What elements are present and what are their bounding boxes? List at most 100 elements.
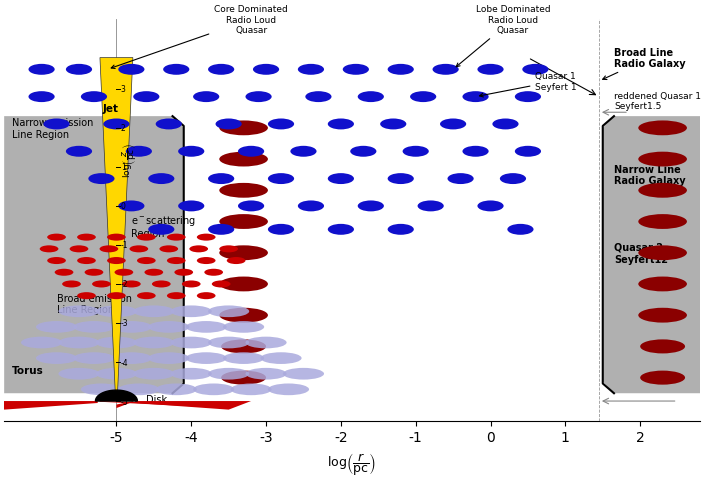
Ellipse shape [230, 384, 271, 396]
Ellipse shape [219, 277, 268, 292]
Ellipse shape [122, 281, 141, 288]
Ellipse shape [193, 92, 219, 103]
Ellipse shape [283, 368, 324, 380]
Ellipse shape [219, 152, 268, 167]
Ellipse shape [170, 368, 212, 380]
Ellipse shape [380, 119, 406, 130]
Ellipse shape [178, 201, 204, 212]
Ellipse shape [388, 65, 414, 76]
Text: Quasar 1
Seyfert 1: Quasar 1 Seyfert 1 [479, 72, 577, 98]
Ellipse shape [219, 121, 268, 136]
Ellipse shape [477, 65, 504, 76]
Ellipse shape [92, 281, 110, 288]
Ellipse shape [640, 340, 685, 354]
Ellipse shape [388, 174, 414, 185]
Ellipse shape [58, 306, 100, 317]
Ellipse shape [515, 92, 541, 103]
Ellipse shape [152, 281, 170, 288]
Ellipse shape [432, 65, 458, 76]
Text: Broad emission
Line Region: Broad emission Line Region [56, 293, 131, 314]
Ellipse shape [440, 119, 466, 130]
Ellipse shape [137, 234, 156, 241]
Ellipse shape [96, 306, 137, 317]
Ellipse shape [170, 337, 212, 348]
Ellipse shape [40, 246, 58, 253]
Ellipse shape [115, 269, 134, 276]
Ellipse shape [219, 308, 268, 323]
Ellipse shape [208, 174, 234, 185]
Ellipse shape [134, 337, 175, 348]
Ellipse shape [245, 368, 287, 380]
Ellipse shape [182, 281, 201, 288]
Ellipse shape [638, 152, 687, 167]
Ellipse shape [129, 246, 148, 253]
Ellipse shape [197, 292, 216, 300]
Ellipse shape [227, 257, 245, 264]
Ellipse shape [268, 384, 309, 396]
Ellipse shape [74, 352, 115, 364]
Ellipse shape [388, 224, 414, 235]
Ellipse shape [328, 119, 354, 130]
Text: Quasar 2
Seyfert12: Quasar 2 Seyfert12 [614, 242, 668, 264]
Ellipse shape [522, 65, 549, 76]
Ellipse shape [175, 269, 193, 276]
Ellipse shape [84, 269, 103, 276]
Text: Narrow Line
Radio Galaxy: Narrow Line Radio Galaxy [614, 165, 686, 186]
Ellipse shape [77, 257, 96, 264]
Text: 2: 2 [121, 124, 126, 133]
Ellipse shape [219, 215, 268, 229]
Text: -3: -3 [121, 319, 129, 328]
Ellipse shape [134, 92, 160, 103]
Text: Broad Line
Radio Galaxy: Broad Line Radio Galaxy [603, 48, 686, 80]
Ellipse shape [638, 215, 687, 229]
Ellipse shape [638, 277, 687, 292]
Ellipse shape [212, 281, 230, 288]
Ellipse shape [463, 146, 489, 157]
Ellipse shape [118, 65, 144, 76]
Ellipse shape [515, 146, 541, 157]
Ellipse shape [167, 234, 186, 241]
Ellipse shape [305, 92, 331, 103]
Ellipse shape [110, 352, 152, 364]
Ellipse shape [126, 146, 152, 157]
Ellipse shape [640, 371, 685, 385]
Ellipse shape [137, 257, 156, 264]
Ellipse shape [492, 119, 518, 130]
Ellipse shape [96, 368, 137, 380]
Ellipse shape [21, 337, 62, 348]
Ellipse shape [189, 246, 208, 253]
Ellipse shape [69, 246, 88, 253]
Ellipse shape [298, 201, 324, 212]
Ellipse shape [36, 322, 77, 333]
Ellipse shape [219, 246, 238, 253]
Ellipse shape [219, 246, 268, 261]
Ellipse shape [107, 234, 126, 241]
Ellipse shape [477, 201, 504, 212]
Text: Core Dominated
Radio Loud
Quasar: Core Dominated Radio Loud Quasar [111, 5, 288, 70]
Text: e$^-$scattering
Region: e$^-$scattering Region [131, 213, 196, 239]
Ellipse shape [118, 384, 160, 396]
Ellipse shape [96, 337, 137, 348]
Ellipse shape [219, 183, 268, 198]
Text: -4: -4 [121, 358, 129, 367]
Ellipse shape [160, 246, 178, 253]
Ellipse shape [170, 306, 212, 317]
Ellipse shape [448, 174, 474, 185]
Ellipse shape [204, 269, 223, 276]
Ellipse shape [77, 234, 96, 241]
Polygon shape [603, 117, 700, 394]
Polygon shape [100, 59, 133, 401]
Text: $\log\!\left(\dfrac{z}{\mathrm{pc}}\right)$: $\log\!\left(\dfrac{z}{\mathrm{pc}}\righ… [120, 142, 139, 178]
Ellipse shape [463, 92, 489, 103]
Ellipse shape [148, 174, 175, 185]
Ellipse shape [221, 371, 266, 385]
Ellipse shape [208, 65, 234, 76]
Ellipse shape [208, 224, 234, 235]
Ellipse shape [197, 234, 216, 241]
Ellipse shape [290, 146, 316, 157]
Ellipse shape [167, 257, 186, 264]
Polygon shape [116, 401, 133, 408]
Ellipse shape [100, 246, 118, 253]
Ellipse shape [156, 119, 182, 130]
Ellipse shape [103, 119, 129, 130]
